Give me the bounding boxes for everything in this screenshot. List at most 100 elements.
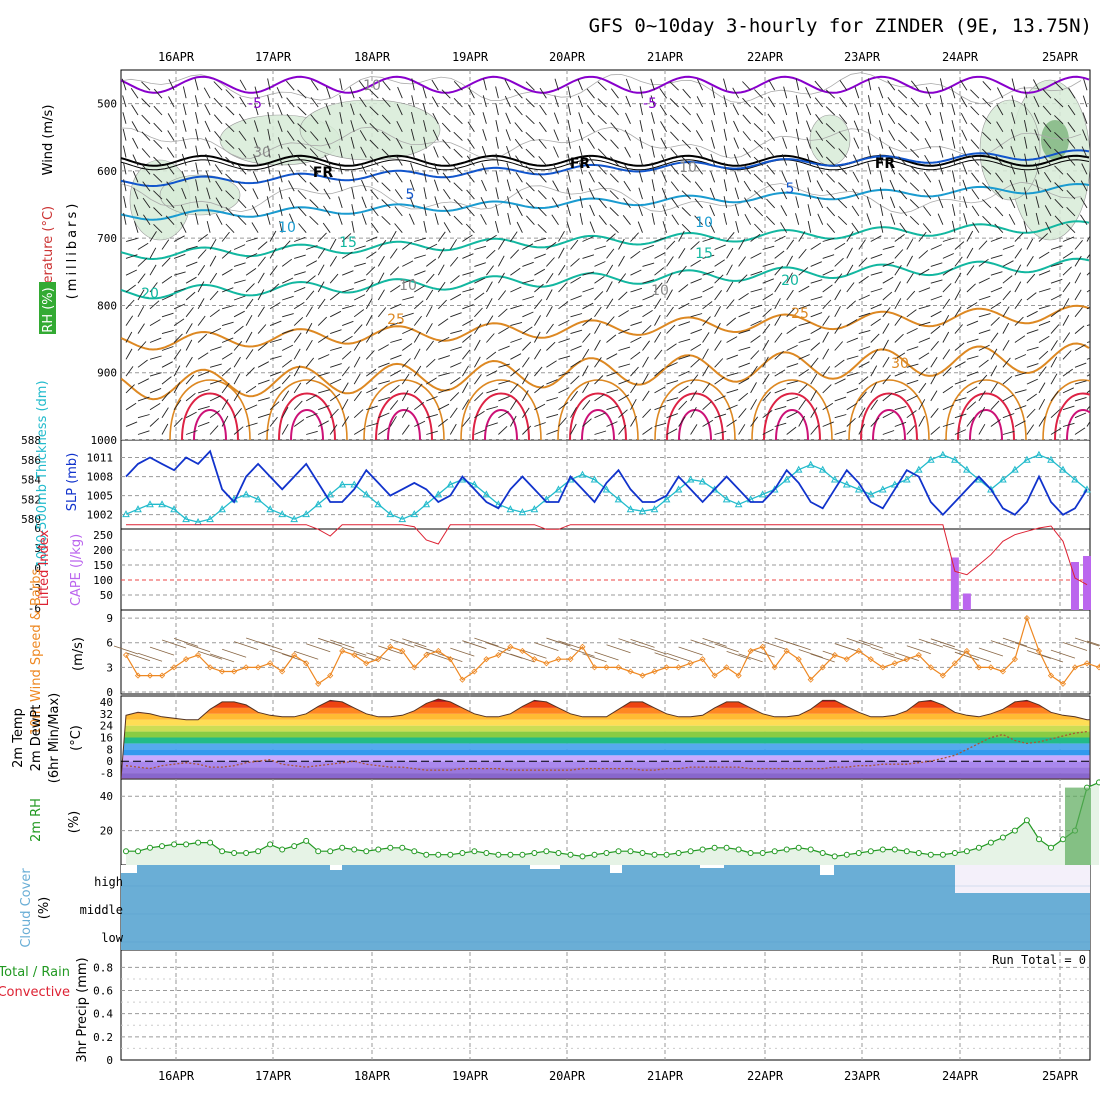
- wind-barb: [293, 400, 303, 411]
- thickness-point: [926, 455, 935, 463]
- wind-barb: [233, 426, 244, 435]
- wind-barb: [879, 187, 884, 200]
- wind-barb: [567, 136, 571, 149]
- wind-barb: [423, 153, 427, 166]
- wind-barb: [453, 199, 463, 209]
- wind-barb: [774, 332, 783, 343]
- wind-barb: [402, 260, 414, 267]
- li-tick: -3: [28, 582, 41, 595]
- wind-barb: [889, 196, 896, 209]
- wind-barb: [153, 139, 163, 149]
- wind-barb: [438, 318, 449, 326]
- thickness-point: [506, 505, 515, 513]
- wind-barb: [209, 425, 219, 435]
- wind-barb: [1009, 196, 1016, 209]
- wind-barb-10m: [378, 645, 403, 655]
- wind-barb: [930, 390, 938, 402]
- wind-tick: 0: [106, 686, 113, 699]
- wind-barb: [726, 372, 739, 377]
- wind-speed-point: [939, 672, 946, 679]
- wind-barb-10m: [173, 637, 199, 647]
- wind-barb: [582, 348, 590, 360]
- wind-barb: [825, 89, 836, 99]
- wind-barb: [414, 270, 426, 276]
- wind-barb: [341, 233, 352, 242]
- wind-barb: [942, 314, 950, 326]
- wind-barb: [1042, 88, 1052, 99]
- wind-barb: [642, 340, 650, 351]
- wind-barb: [866, 213, 872, 225]
- wind-barb: [161, 407, 169, 418]
- wind-barb: [695, 164, 703, 175]
- wind-barb: [534, 315, 541, 326]
- wind-barb: [714, 358, 724, 368]
- isotherm-hot: [763, 392, 821, 440]
- temp-band: [121, 699, 1090, 702]
- wind-barb: [438, 388, 450, 394]
- wind-barb: [286, 130, 295, 141]
- isotherm-line: [121, 182, 1090, 221]
- wind-speed-point: [207, 664, 214, 671]
- wind-barb: [1083, 78, 1088, 91]
- wind-barb-10m: [942, 644, 967, 654]
- wind-barb: [510, 304, 522, 310]
- wind-barb: [971, 189, 980, 200]
- wind-barb: [582, 382, 590, 394]
- wind-barb: [598, 215, 607, 225]
- wind-barb: [625, 95, 631, 108]
- wind-barb: [225, 206, 235, 217]
- wind-speed-point: [723, 664, 730, 671]
- wind-speed-point: [543, 660, 550, 667]
- wind-barb-10m: [209, 653, 235, 663]
- wind-barb: [443, 205, 451, 217]
- wind-barb: [495, 120, 499, 132]
- wind-barb: [253, 154, 259, 166]
- wind-barb: [734, 204, 740, 217]
- wind-barb: [754, 89, 764, 99]
- wind-barb: [642, 244, 654, 250]
- rh-point: [579, 853, 586, 860]
- rh-point: [1036, 836, 1042, 843]
- wind-speed-point: [267, 660, 274, 667]
- wind-barb: [369, 89, 379, 99]
- wind-barb: [942, 349, 951, 360]
- wind-barb: [329, 238, 337, 250]
- wind-barb: [597, 131, 607, 141]
- thickness-point: [614, 495, 623, 503]
- wind-barb: [195, 128, 199, 141]
- wind-barb: [395, 172, 403, 183]
- wind-barb: [277, 137, 283, 149]
- rh-point: [447, 851, 454, 858]
- wind-barb: [954, 289, 961, 301]
- wind-barb: [660, 137, 667, 149]
- temp-band: [121, 737, 1090, 744]
- wind-barb: [353, 324, 363, 334]
- rh-point: [771, 848, 778, 855]
- wind-barb: [401, 358, 411, 368]
- wind-barb: [651, 212, 655, 225]
- wind-barb: [522, 425, 532, 435]
- wind-barb: [153, 223, 163, 234]
- wind-barb: [597, 115, 607, 125]
- wind-barb: [1002, 339, 1010, 351]
- wind-barb: [410, 128, 415, 141]
- wind-barb: [753, 173, 764, 183]
- wind-barb: [329, 408, 339, 419]
- wind-speed-point: [1011, 656, 1018, 663]
- wind-barb: [1002, 357, 1011, 368]
- wind-barb: [570, 390, 578, 402]
- rh-point: [279, 846, 286, 853]
- wind-barb: [510, 267, 521, 276]
- temp-band: [121, 743, 1090, 750]
- thickness-point: [410, 510, 419, 518]
- wind-barb: [925, 103, 932, 116]
- thickness-point: [266, 505, 274, 513]
- wind-barb: [252, 188, 259, 200]
- wind-barb: [453, 131, 463, 141]
- wind-barb: [782, 120, 788, 132]
- wind-barb: [366, 405, 378, 411]
- wind-barb: [690, 358, 700, 368]
- wind-barb: [221, 287, 234, 293]
- wind-barb: [1082, 112, 1088, 124]
- wind-barb: [798, 415, 805, 427]
